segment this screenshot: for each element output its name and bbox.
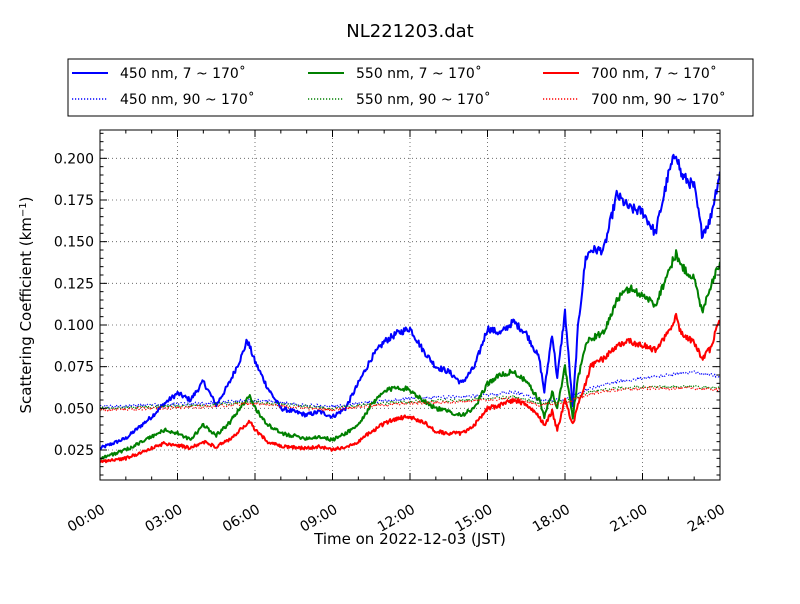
x-tick-label: 21:00 [608, 502, 651, 536]
x-tick-label: 03:00 [143, 502, 186, 536]
series-group [100, 153, 720, 464]
y-axis-label-prefix: Scattering Coefficient (km [17, 217, 35, 413]
y-tick-label: 0.150 [54, 235, 94, 251]
y-tick-label: 0.200 [54, 151, 94, 167]
x-axis-label: Time on 2022-12-03 (JST) [313, 530, 506, 548]
y-tick-label: 0.125 [54, 276, 94, 292]
chart-title: NL221203.dat [346, 21, 473, 42]
series-line [100, 386, 720, 412]
series-line [100, 153, 720, 450]
legend-label: 550 nm, 7 ~ 170˚ [356, 65, 482, 82]
x-tick-label: 18:00 [530, 502, 573, 536]
grid [99, 130, 721, 480]
plot-background [100, 130, 720, 480]
series-line [100, 312, 720, 464]
legend: 450 nm, 7 ~ 170˚ 550 nm, 7 ~ 170˚ 700 nm, … [67, 58, 754, 117]
y-tick-label: 0.075 [54, 360, 94, 376]
ticks [99, 130, 721, 480]
legend-label: 550 nm, 90 ~ 170˚ [356, 91, 491, 108]
y-tick-label: 0.175 [54, 193, 94, 209]
x-tick-label: 00:00 [65, 502, 108, 536]
y-tick-label: 0.025 [54, 443, 94, 459]
series-line [100, 249, 720, 460]
legend-frame [67, 58, 754, 117]
y-tick-label: 0.100 [54, 318, 94, 334]
y-axis-label-suffix: ) [17, 196, 35, 202]
y-tick-labels: 0.025 0.050 0.075 0.100 0.125 0.150 0.175 0.200 [54, 151, 94, 459]
x-tick-label: 24:00 [685, 502, 728, 536]
y-tick-label: 0.050 [54, 401, 94, 417]
legend-label: 700 nm, 7 ~ 170˚ [591, 65, 717, 82]
y-axis-label: Scattering Coefficient (km−1) [17, 196, 35, 413]
legend-label: 700 nm, 90 ~ 170˚ [591, 91, 726, 108]
x-tick-label: 06:00 [220, 502, 263, 536]
legend-label: 450 nm, 90 ~ 170˚ [120, 91, 255, 108]
plot-area [99, 129, 721, 481]
y-axis-label-sup: −1 [18, 202, 29, 217]
legend-label: 450 nm, 7 ~ 170˚ [120, 65, 246, 82]
series-line [100, 370, 720, 409]
